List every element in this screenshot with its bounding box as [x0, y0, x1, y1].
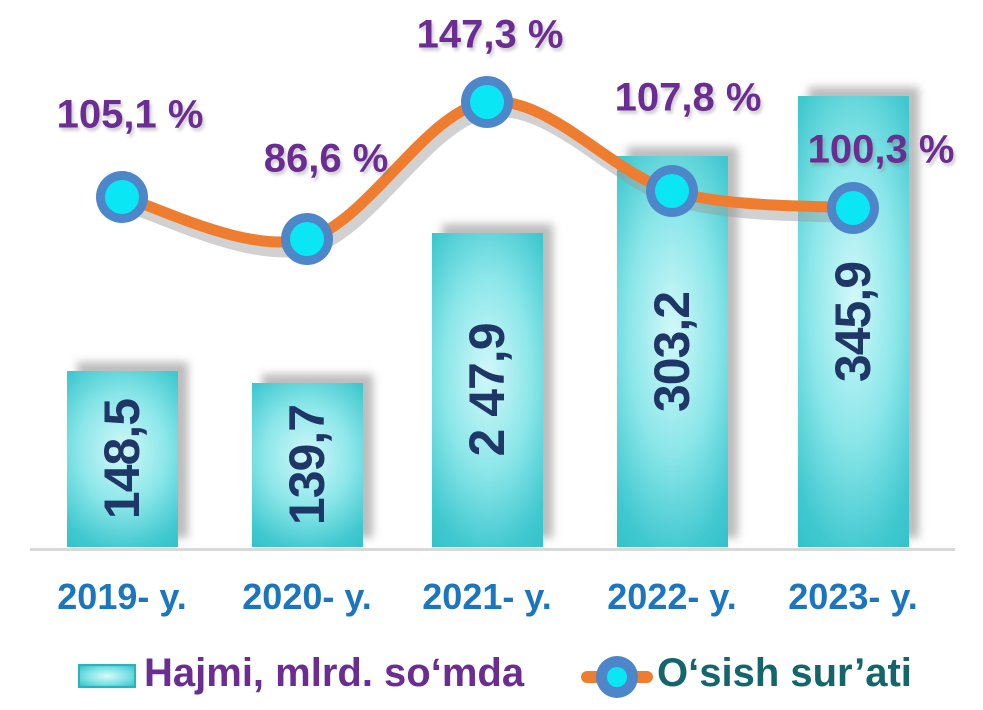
x-axis-label: 2020- y.	[242, 576, 372, 617]
growth-point-marker-dot	[470, 85, 504, 119]
x-axis-label: 2021- y.	[422, 576, 552, 617]
bar-2022y: 303,2	[616, 156, 728, 547]
growth-point-marker-dot	[290, 222, 324, 256]
x-axis-line	[30, 548, 955, 551]
x-axis-label: 2023- y.	[788, 576, 918, 617]
bar-2020y: 139,7	[251, 383, 363, 547]
bar-2023y: 345,9	[797, 96, 909, 547]
growth-percent-label: 100,3 %	[807, 127, 955, 172]
growth-point-marker-dot	[655, 174, 689, 208]
growth-point-marker-dot	[105, 180, 139, 214]
growth-point-marker-dot	[836, 191, 870, 225]
bar-2021y: 2 47,9	[431, 233, 543, 547]
growth-percent-label: 107,8 %	[614, 75, 762, 120]
x-axis-label: 2019- y.	[57, 576, 187, 617]
growth-percent-label: 86,6 %	[263, 136, 389, 181]
bar-2019y: 148,5	[66, 371, 178, 547]
x-axis-label: 2022- y.	[607, 576, 737, 617]
growth-percent-label: 105,1 %	[56, 92, 204, 137]
growth-percent-label: 147,3 %	[416, 12, 564, 57]
